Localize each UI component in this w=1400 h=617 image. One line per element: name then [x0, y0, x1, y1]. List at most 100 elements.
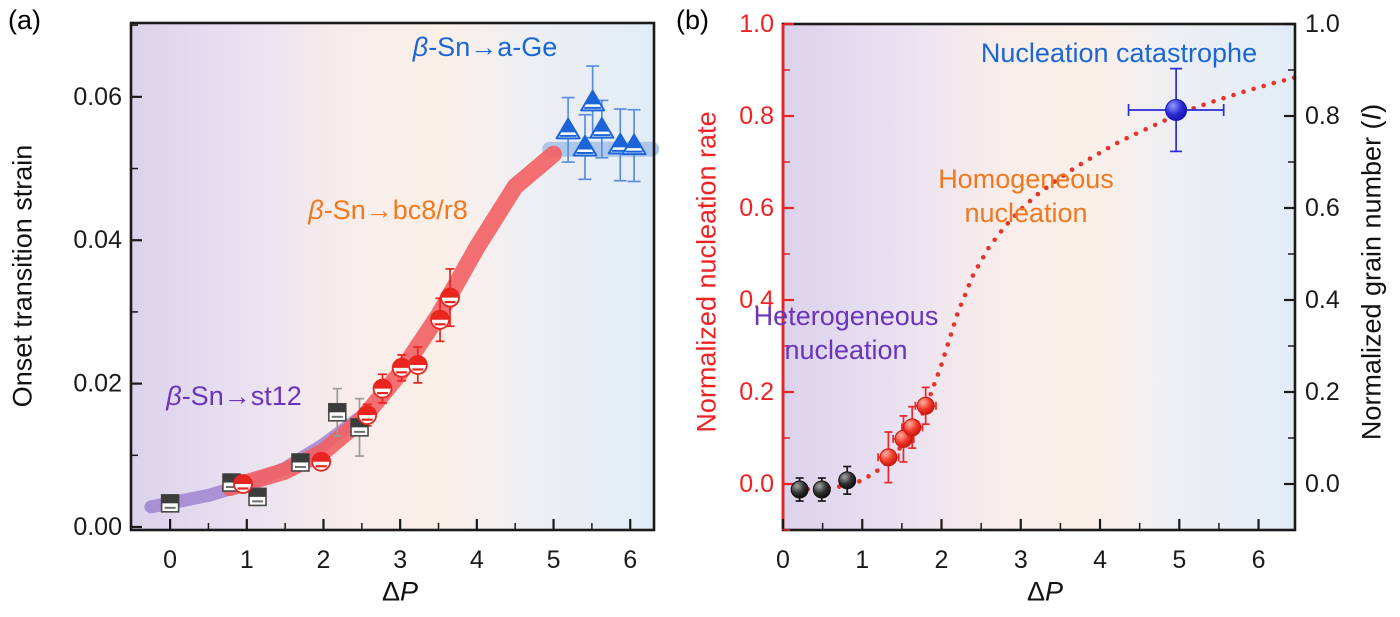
data-point-sphere — [838, 471, 857, 490]
annotation-text: -Sn→a-Ge — [428, 32, 558, 62]
curve-dot — [1261, 83, 1266, 89]
y-tick-label: 0.02 — [73, 370, 122, 398]
curve-dot — [1271, 80, 1277, 86]
curve-dot — [1012, 213, 1018, 218]
curve-dot — [928, 391, 934, 397]
curve-dot — [1078, 161, 1084, 167]
data-point-triangle — [621, 133, 647, 156]
curve-dot — [962, 292, 968, 298]
x-tick-label: 5 — [1172, 546, 1186, 574]
beta-symbol: β — [412, 32, 429, 62]
annotation-text: -Sn→st12 — [181, 381, 302, 411]
y-tick-label: 0.00 — [73, 513, 122, 541]
x-tick-label: 4 — [1093, 546, 1107, 574]
data-point-square — [291, 453, 310, 472]
curve-dot — [1005, 221, 1011, 226]
curve-dot — [1052, 179, 1058, 184]
panel-a-background — [131, 23, 654, 530]
y-tick-label: 0.2 — [739, 378, 774, 406]
beta-symbol: β — [308, 195, 324, 225]
delta-symbol: Δ — [381, 576, 401, 607]
curve-dot — [992, 237, 997, 243]
panel-b-left-axis-title: Normalized nucleation rate — [691, 111, 722, 433]
curve-dot — [866, 474, 871, 479]
curve-dot — [1211, 99, 1216, 104]
curve-dot — [1241, 89, 1246, 95]
x-tick-label: 5 — [547, 546, 561, 574]
y-tick-label: 0.4 — [739, 286, 774, 314]
panel-a-x-axis-title: ΔP — [382, 577, 418, 608]
curve-dot — [1143, 127, 1148, 132]
curve-dot — [948, 332, 954, 337]
y-tick-label-right: 0.4 — [1305, 286, 1340, 314]
curve-dot — [986, 245, 991, 251]
x-tick-label: 0 — [163, 546, 177, 574]
curve-dot — [1133, 131, 1139, 137]
curve-dot — [1221, 95, 1226, 101]
y-tick-label: 0.8 — [739, 102, 774, 130]
data-point-sphere — [790, 480, 809, 499]
data-point-square — [160, 494, 180, 513]
curve-dot — [966, 282, 972, 288]
y-tick-label: 0.0 — [739, 470, 774, 498]
y-tick-label: 1.0 — [739, 10, 774, 38]
curve-dot — [942, 352, 947, 357]
data-point-sphere — [903, 418, 922, 437]
x-tick-label: 3 — [393, 546, 407, 574]
pressure-variable: P — [1045, 576, 1064, 607]
annotation-line: Heterogeneous — [753, 301, 939, 331]
curve-dot — [1105, 145, 1111, 151]
curve-dot — [857, 479, 862, 484]
panel-b-x-axis-title: ΔP — [1027, 577, 1063, 608]
curve-dot — [875, 468, 880, 473]
panel-b-letter: (b) — [676, 5, 709, 35]
y-tick-label-right: 0.0 — [1305, 470, 1340, 498]
data-point-sphere — [812, 480, 831, 499]
annotation-line: nucleation — [964, 198, 1088, 228]
curve-dot — [998, 229, 1004, 234]
data-point-circle — [430, 309, 450, 330]
curve-dot — [1201, 102, 1206, 108]
data-point-circle — [440, 287, 460, 308]
curve-dot — [1087, 156, 1093, 161]
y-tick-label-right: 1.0 — [1305, 10, 1340, 38]
curve-dot — [1162, 118, 1167, 123]
curve-dot — [931, 382, 937, 387]
curve-dot — [1281, 78, 1287, 83]
data-point-circle — [357, 405, 378, 426]
data-point-circle — [233, 474, 253, 494]
annotation-heterogeneous-nucleation: Heterogeneous nucleation — [754, 299, 939, 367]
curve-dot — [970, 273, 976, 278]
axis-ticks: 0 1 2 3 4 5 6 0.0 0.0 0.2 0.2 0.4 0.4 0.6 0.6 0.8 0.8 1.0… — [739, 10, 1340, 574]
annotation-beta-sn-to-st12: β-Sn→st12 — [166, 379, 302, 413]
nucleation-rate-fit-curve — [794, 75, 1297, 492]
data-point-triangle — [555, 117, 581, 140]
curve-dot — [939, 362, 944, 367]
data-point-sphere — [916, 396, 935, 415]
delta-symbol: Δ — [1026, 576, 1046, 607]
x-tick-label: 2 — [935, 546, 949, 574]
curve-dot — [958, 302, 964, 308]
data-point-triangle — [572, 135, 598, 157]
curve-dot — [1096, 151, 1102, 156]
curve-dot — [945, 342, 951, 347]
curve-dot — [1114, 140, 1120, 146]
x-tick-label: 0 — [776, 546, 790, 574]
curve-dot — [1019, 205, 1025, 211]
grain-number-label-suffix: ) — [1356, 103, 1387, 113]
curve-dot — [935, 372, 941, 377]
y-tick-label: 0.06 — [73, 83, 122, 111]
curve-dot — [1124, 136, 1129, 141]
curve-dot — [1069, 167, 1075, 173]
data-point-circle — [407, 355, 428, 375]
y-tick-label-right: 0.8 — [1305, 102, 1340, 130]
panel-a-letter: (a) — [8, 5, 41, 35]
y-tick-label: 0.04 — [73, 226, 122, 254]
data-point-circle — [391, 357, 412, 378]
x-tick-label: 6 — [1252, 546, 1266, 574]
curve-dot — [980, 254, 986, 260]
data-point-triangle — [589, 117, 615, 139]
annotation-line: nucleation — [784, 335, 908, 365]
